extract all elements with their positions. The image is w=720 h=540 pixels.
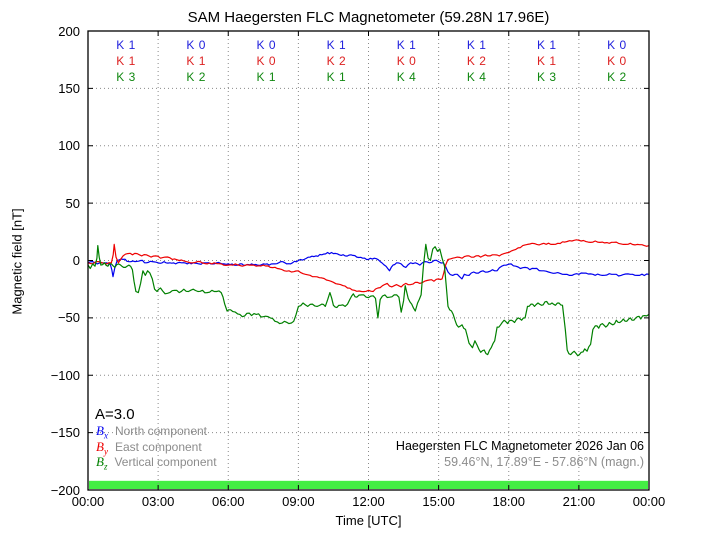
x-tick-label: 03:00: [141, 494, 175, 509]
k-index-bx: K 1: [396, 38, 417, 52]
k-index-by: K 0: [256, 54, 277, 68]
y-axis-label: Magnetic field [nT]: [9, 208, 25, 315]
series-by-east-component-line: [87, 239, 650, 293]
series-bz-vertical-component-line: [87, 243, 650, 357]
x-axis-label: Time [UTC]: [335, 513, 402, 528]
series-bx-north-component-line: [87, 251, 650, 280]
x-tick-label: 21:00: [562, 494, 596, 509]
k-index-bz: K 3: [116, 70, 136, 84]
legend-label: East component: [114, 439, 202, 454]
k-index-bz: K 2: [186, 70, 206, 84]
k-index-bx: K 1: [537, 38, 557, 52]
k-index-bz: K 1: [326, 70, 347, 84]
k-index-bx: K 1: [466, 38, 487, 52]
k-index-bx: K 1: [116, 38, 136, 52]
k-index-bz: K 4: [396, 70, 417, 84]
chart-title: SAM Haegersten FLC Magnetometer (59.28N …: [187, 9, 550, 26]
y-tick-label: 100: [58, 138, 80, 154]
y-tick-label: 200: [58, 23, 80, 39]
y-tick-label: 50: [65, 195, 80, 211]
legend-item-by: By East component: [96, 438, 217, 457]
k-index-by: K 1: [537, 54, 557, 68]
x-tick-label: 15:00: [422, 494, 455, 509]
k-index-by: K 2: [326, 54, 347, 68]
annotation-station-date: Haegersten FLC Magnetometer 2026 Jan 06: [395, 439, 644, 453]
k-index-bz: K 1: [256, 70, 277, 84]
quality-bar: [89, 480, 648, 489]
axes-frame: [87, 30, 650, 491]
y-tick-label: −50: [57, 310, 80, 326]
k-index-by: K 1: [116, 54, 136, 68]
station-annotation: Haegersten FLC Magnetometer 2026 Jan 06 …: [396, 438, 644, 470]
annotation-coordinates: 59.46°N, 17.89°E - 57.86°N (magn.): [444, 455, 644, 469]
y-tick-label: −100: [50, 367, 80, 383]
legend-item-bz: Bz Vertical component: [96, 454, 217, 472]
k-index-bx: K 0: [186, 38, 206, 52]
k-index-bx: K 0: [607, 38, 627, 52]
k-index-bz: K 4: [466, 70, 487, 84]
x-tick-label: 00:00: [71, 494, 105, 509]
legend-label: North component: [114, 424, 208, 438]
x-tick-label: 00:00: [632, 494, 666, 509]
k-index-bx: K 1: [326, 38, 347, 52]
bx-symbol: Bx: [96, 423, 108, 441]
k-index-by: K 0: [396, 54, 417, 68]
k-index-bz: K 3: [537, 70, 557, 84]
k-index-by: K 0: [607, 54, 627, 68]
x-tick-label: 06:00: [211, 494, 245, 509]
x-tick-label: 18:00: [492, 494, 526, 509]
y-tick-label: −150: [50, 425, 80, 441]
k-index-by: K 1: [186, 54, 206, 68]
legend-item-bx: Bx North component: [96, 423, 217, 441]
bz-symbol: Bz: [96, 454, 108, 472]
y-tick-label: 150: [58, 80, 80, 96]
legend-label: Vertical component: [114, 455, 217, 469]
x-tick-label: 12:00: [352, 494, 385, 509]
legend: Bx North component By East component Bz Ver…: [96, 423, 217, 472]
k-index-by: K 2: [466, 54, 487, 68]
by-symbol: By: [96, 438, 108, 457]
x-tick-label: 09:00: [282, 494, 315, 509]
y-tick-label: 0: [72, 253, 80, 268]
a-index-label: A=3.0: [95, 406, 135, 423]
k-index-bx: K 0: [256, 38, 277, 52]
y-tick-label: −200: [50, 482, 80, 498]
k-index-bz: K 2: [607, 70, 627, 84]
